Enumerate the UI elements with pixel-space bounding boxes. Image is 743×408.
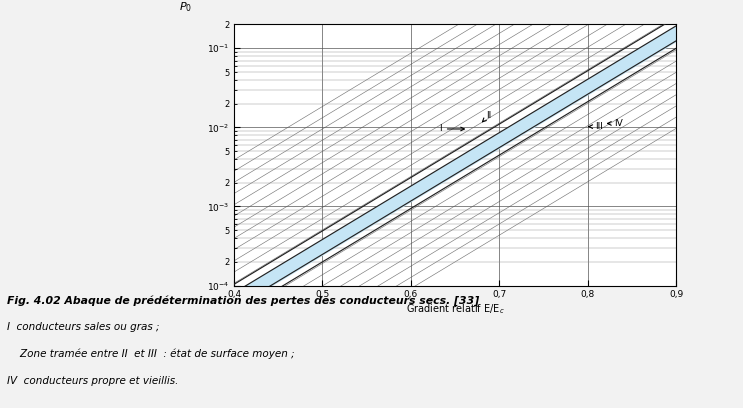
- Text: II: II: [482, 111, 491, 122]
- Text: $P_0$: $P_0$: [179, 0, 192, 14]
- X-axis label: Gradient relatif E/E$_c$: Gradient relatif E/E$_c$: [406, 302, 504, 316]
- Text: I: I: [439, 124, 464, 133]
- Text: IV: IV: [608, 119, 623, 128]
- Text: Zone tramée entre II  et III  : état de surface moyen ;: Zone tramée entre II et III : état de su…: [7, 348, 295, 359]
- Text: Fig. 4.02 Abaque de prédétermination des pertes des conducteurs secs. [33]: Fig. 4.02 Abaque de prédétermination des…: [7, 295, 480, 306]
- Text: I  conducteurs sales ou gras ;: I conducteurs sales ou gras ;: [7, 322, 160, 333]
- Text: IV  conducteurs propre et vieillis.: IV conducteurs propre et vieillis.: [7, 375, 179, 386]
- Text: III: III: [588, 122, 603, 131]
